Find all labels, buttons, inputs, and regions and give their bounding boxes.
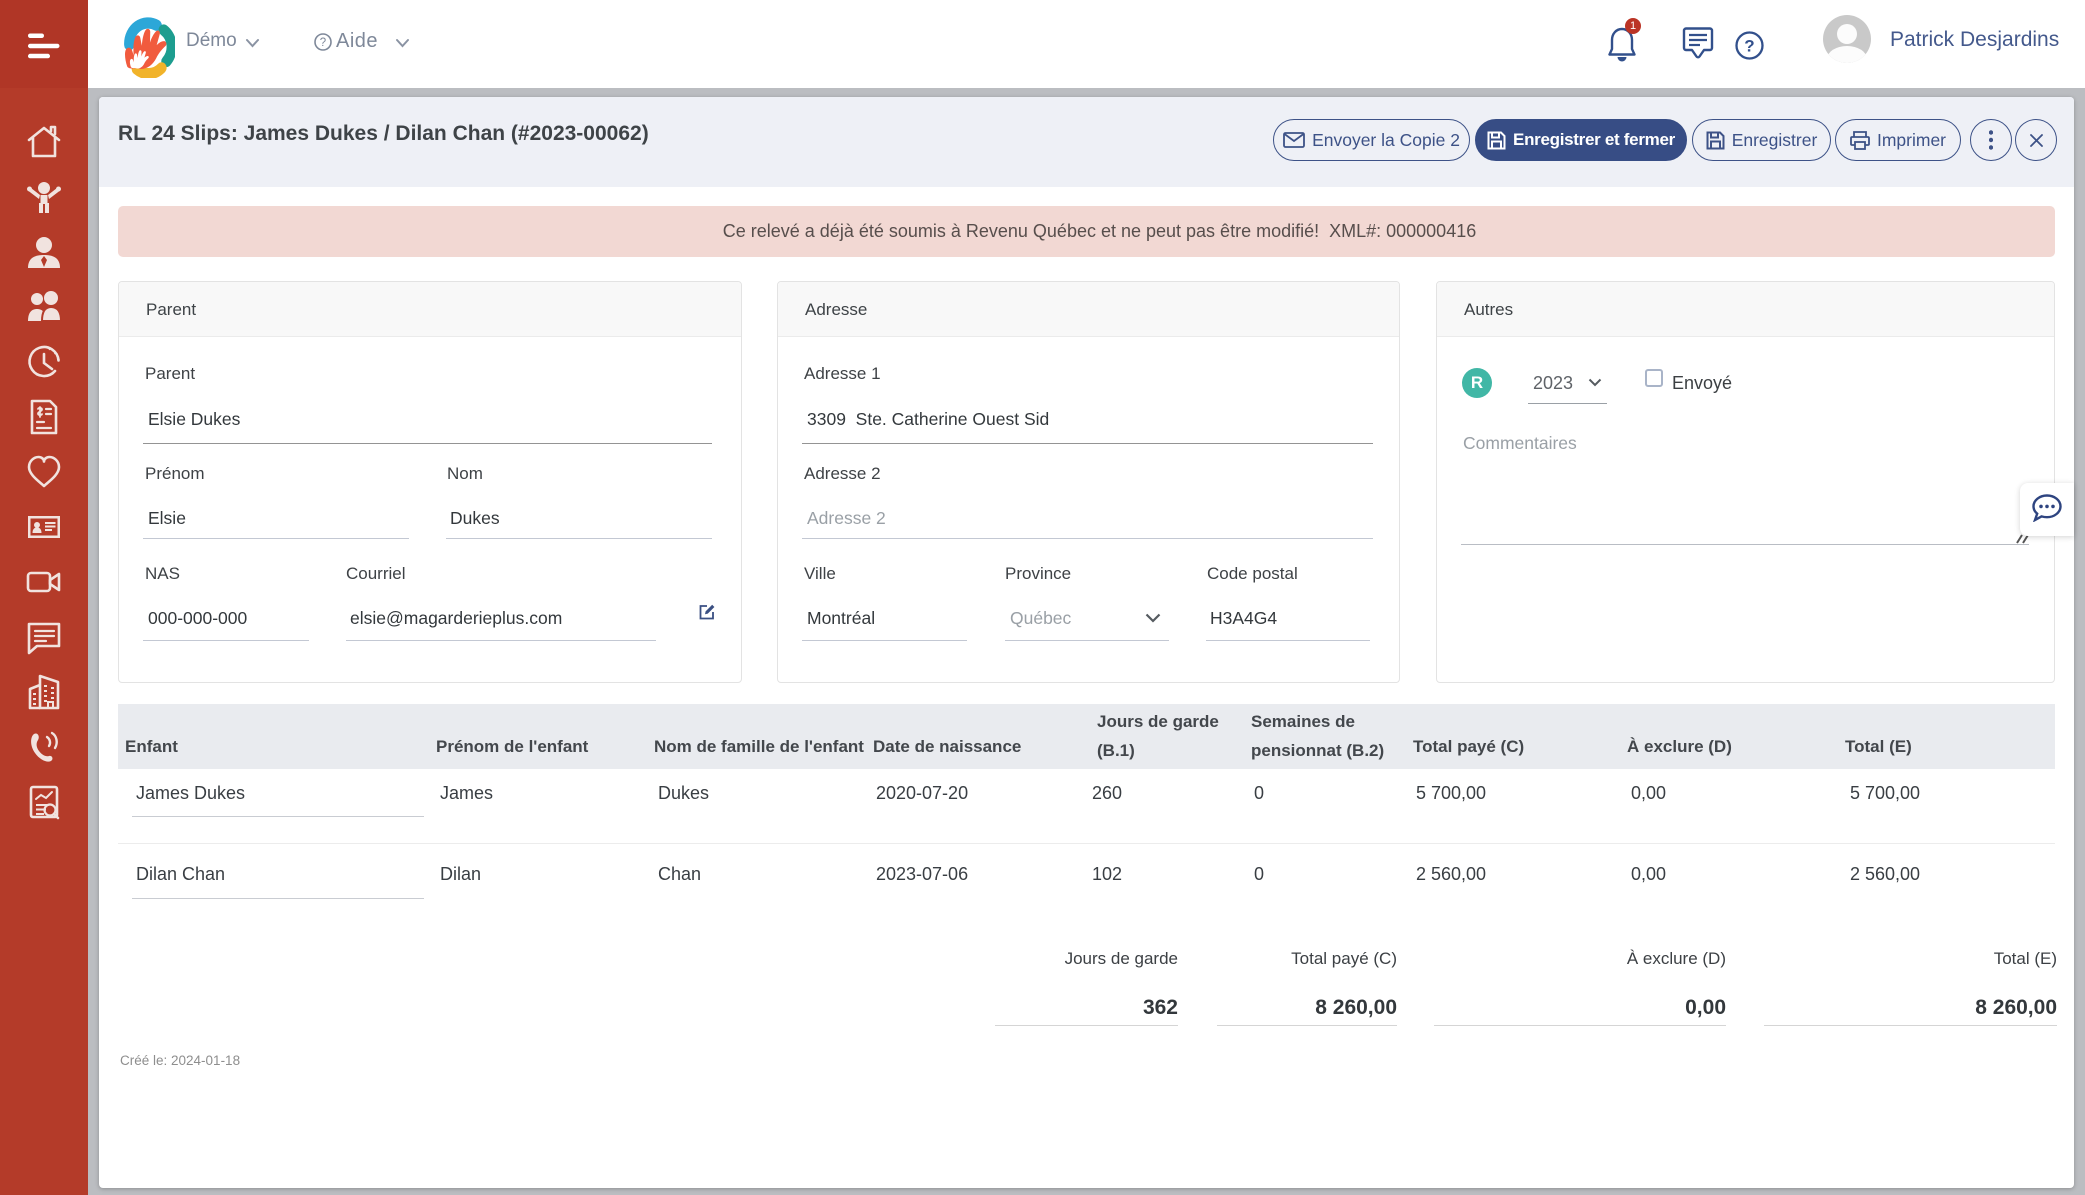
svg-text:?: ? [320,37,326,49]
svg-text:?: ? [1744,37,1754,56]
